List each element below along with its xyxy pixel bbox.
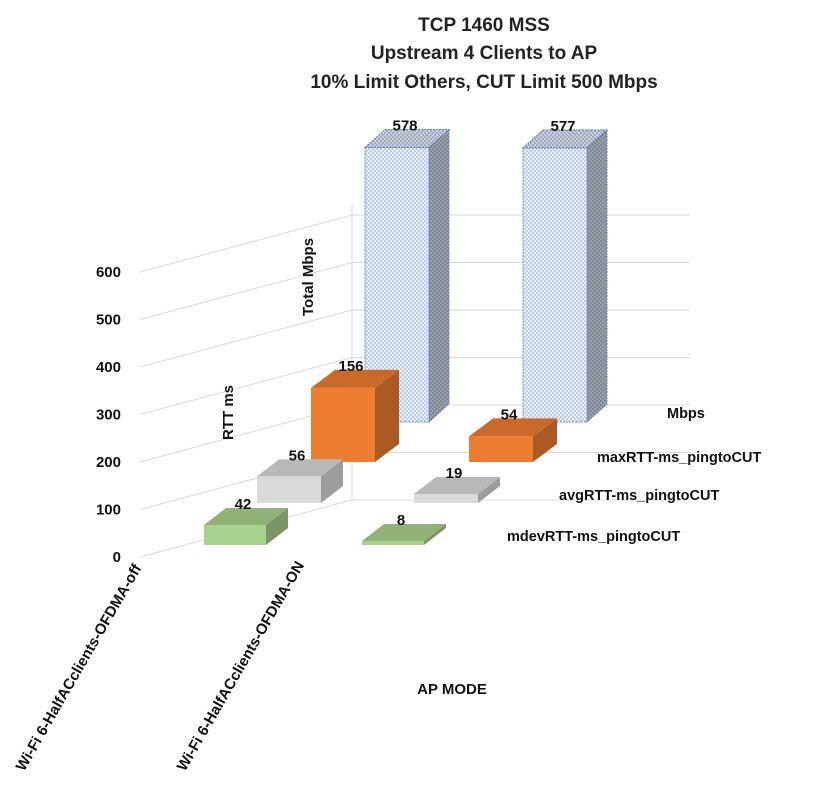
- bar-side: [586, 129, 608, 423]
- bar: 577: [521, 118, 609, 423]
- tick-label: 0: [113, 549, 121, 566]
- tick-label: 600: [96, 264, 121, 281]
- bar-front: [522, 147, 588, 423]
- category-label-ofdma-on: Wi-Fi 6-HalfACclients-OFDMA-ON: [174, 558, 308, 774]
- bar-front: [204, 525, 266, 545]
- tick-label: 100: [96, 502, 121, 519]
- bar: 42: [204, 496, 288, 545]
- bar-top: [469, 418, 557, 437]
- x-axis-title: AP MODE: [417, 681, 487, 698]
- tick-label: 400: [96, 359, 121, 376]
- data-label: 42: [235, 496, 252, 513]
- bar: 19: [414, 465, 500, 503]
- data-label: 54: [501, 406, 518, 423]
- chart-title: TCP 1460 MSS Upstream 4 Clients to AP 10…: [310, 15, 657, 93]
- tick-label: 200: [96, 454, 121, 471]
- title-line-3: 10% Limit Others, CUT Limit 500 Mbps: [310, 72, 657, 93]
- data-label: 56: [289, 447, 306, 464]
- bar-top: [414, 476, 500, 494]
- z-axis-ticks: 0 100 200 300 400 500 600: [96, 264, 121, 566]
- series-labels: Mbps maxRTT-ms_pingtoCUT avgRTT-ms_pingt…: [507, 406, 761, 545]
- data-label: 578: [392, 117, 417, 134]
- bar: 54: [469, 406, 557, 462]
- bar-side: [533, 418, 557, 462]
- category-label-ofdma-off: Wi-Fi 6-HalfACclients-OFDMA-off: [13, 561, 146, 774]
- data-label: 8: [397, 512, 405, 529]
- bar-top: [362, 524, 446, 541]
- wall-label-rtt-ms: RTT ms: [220, 385, 237, 440]
- bar-front: [362, 541, 424, 545]
- series-label-mbps: Mbps: [667, 406, 705, 422]
- bar-side: [375, 369, 399, 462]
- bar-top: [311, 369, 399, 388]
- tick-label: 300: [96, 407, 121, 424]
- data-label: 577: [550, 118, 575, 135]
- bar-side: [424, 524, 446, 545]
- gridline-wall: [139, 214, 353, 273]
- bar: 156: [311, 358, 399, 462]
- gridline-wall: [139, 262, 353, 320]
- bar: 8: [362, 512, 446, 545]
- bar-top: [204, 508, 288, 526]
- bar-front: [311, 387, 375, 462]
- bar-top: [257, 459, 343, 477]
- data-label: 156: [338, 358, 363, 375]
- bars: 578 577 156 54 56 19 42 8: [204, 117, 609, 545]
- bar-front: [257, 476, 321, 503]
- bar: 56: [257, 447, 343, 503]
- bar-side: [428, 128, 450, 423]
- bar-side: [478, 476, 500, 503]
- data-label: 19: [446, 465, 463, 482]
- bar-side: [266, 508, 288, 545]
- tick-label: 500: [96, 312, 121, 329]
- series-label-mdev-rtt: mdevRTT-ms_pingtoCUT: [507, 529, 680, 545]
- series-label-avg-rtt: avgRTT-ms_pingtoCUT: [559, 488, 719, 504]
- title-line-1: TCP 1460 MSS: [418, 15, 550, 36]
- bar-front: [469, 436, 533, 462]
- series-label-max-rtt: maxRTT-ms_pingtoCUT: [597, 450, 761, 466]
- wall-label-total-mbps: Total Mbps: [300, 238, 317, 316]
- bar-side: [321, 459, 343, 503]
- gridline-wall: [139, 309, 353, 368]
- gridline-wall: [139, 357, 353, 415]
- title-line-2: Upstream 4 Clients to AP: [371, 43, 598, 64]
- bar-front: [414, 493, 478, 503]
